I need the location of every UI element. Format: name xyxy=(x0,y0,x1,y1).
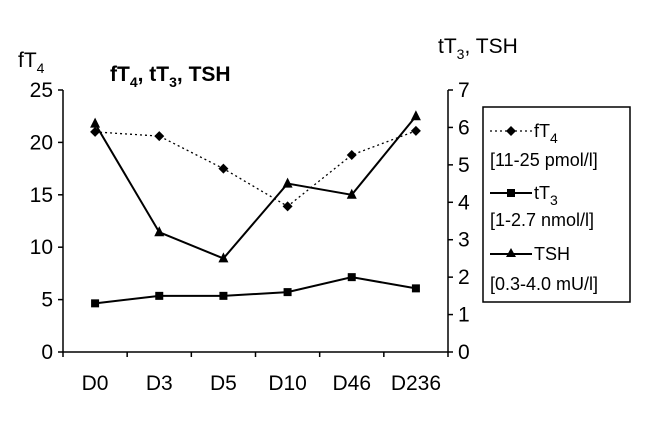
series-tt xyxy=(91,273,420,308)
right-tick-label: 2 xyxy=(458,266,470,289)
left-tick-label: 20 xyxy=(30,131,53,154)
data-point-triangle xyxy=(346,188,357,199)
legend-label-tsh: TSH xyxy=(534,244,570,264)
left-tick-label: 5 xyxy=(41,289,53,312)
data-point-diamond xyxy=(410,125,421,136)
right-tick-label: 4 xyxy=(458,191,470,214)
series-line xyxy=(94,115,417,260)
legend-diamond-marker xyxy=(506,126,516,136)
legend-label-ft4: fT4 xyxy=(534,121,558,146)
left-axis-title: fT4 xyxy=(18,49,45,76)
data-point-triangle xyxy=(282,177,293,188)
data-point-square xyxy=(347,273,356,282)
legend-triangle-marker xyxy=(506,248,516,257)
left-tick-label: 25 xyxy=(30,79,53,102)
left-tick-label: 10 xyxy=(30,236,53,259)
legend: fT4 [11-25 pmol/l] tT3 [1-2.7 nmol/l] TS… xyxy=(482,106,631,303)
right-tick-label: 7 xyxy=(458,79,470,102)
data-point-square xyxy=(411,284,420,293)
right-axis-ticks: 0 1 2 3 4 5 6 7 xyxy=(448,79,470,364)
legend-item-tsh: TSH [0.3-4.0 mU/l] xyxy=(490,244,598,294)
x-tick-label: D5 xyxy=(210,372,237,395)
right-tick-label: 1 xyxy=(458,304,470,327)
data-point-diamond xyxy=(282,201,293,212)
x-axis-ticks: D0 D3 D5 D10 D46 D236 xyxy=(62,352,449,395)
data-point-triangle xyxy=(218,252,229,263)
right-axis-title: tT3, TSH xyxy=(438,35,518,62)
chart-title: fT4, tT3, TSH xyxy=(110,63,231,90)
x-tick-label: D0 xyxy=(82,372,109,395)
x-tick-label: D10 xyxy=(268,372,307,395)
left-tick-label: 15 xyxy=(30,184,53,207)
data-point-diamond xyxy=(346,149,357,160)
data-point-triangle xyxy=(154,226,165,237)
right-tick-label: 0 xyxy=(458,341,470,364)
right-tick-label: 3 xyxy=(458,229,470,252)
series-line xyxy=(95,130,417,208)
legend-item-tt3: tT3 [1-2.7 nmol/l] xyxy=(490,183,594,230)
data-point-triangle xyxy=(90,117,101,128)
data-point-square xyxy=(283,288,292,297)
data-point-diamond xyxy=(218,163,229,174)
left-axis-ticks: 0 5 10 15 20 25 xyxy=(30,79,63,364)
series-tsh xyxy=(90,110,421,263)
x-tick-label: D236 xyxy=(391,372,441,395)
legend-label-tt3: tT3 xyxy=(534,183,558,208)
legend-item-ft4: fT4 [11-25 pmol/l] xyxy=(490,121,598,170)
series-line xyxy=(94,276,417,305)
data-point-diamond xyxy=(154,131,165,142)
legend-range-tsh: [0.3-4.0 mU/l] xyxy=(490,274,598,294)
x-tick-label: D3 xyxy=(146,372,173,395)
series-layer xyxy=(90,110,421,308)
x-tick-label: D46 xyxy=(332,372,371,395)
data-point-square xyxy=(219,291,228,300)
data-point-square xyxy=(91,299,100,308)
right-tick-label: 6 xyxy=(458,116,470,139)
legend-range-tt3: [1-2.7 nmol/l] xyxy=(490,210,594,230)
legend-box xyxy=(482,106,631,303)
data-point-square xyxy=(155,291,164,300)
left-tick-label: 0 xyxy=(41,341,53,364)
legend-square-marker xyxy=(507,189,515,197)
data-point-triangle xyxy=(410,110,421,121)
right-tick-label: 5 xyxy=(458,154,470,177)
legend-range-ft4: [11-25 pmol/l] xyxy=(490,150,598,170)
